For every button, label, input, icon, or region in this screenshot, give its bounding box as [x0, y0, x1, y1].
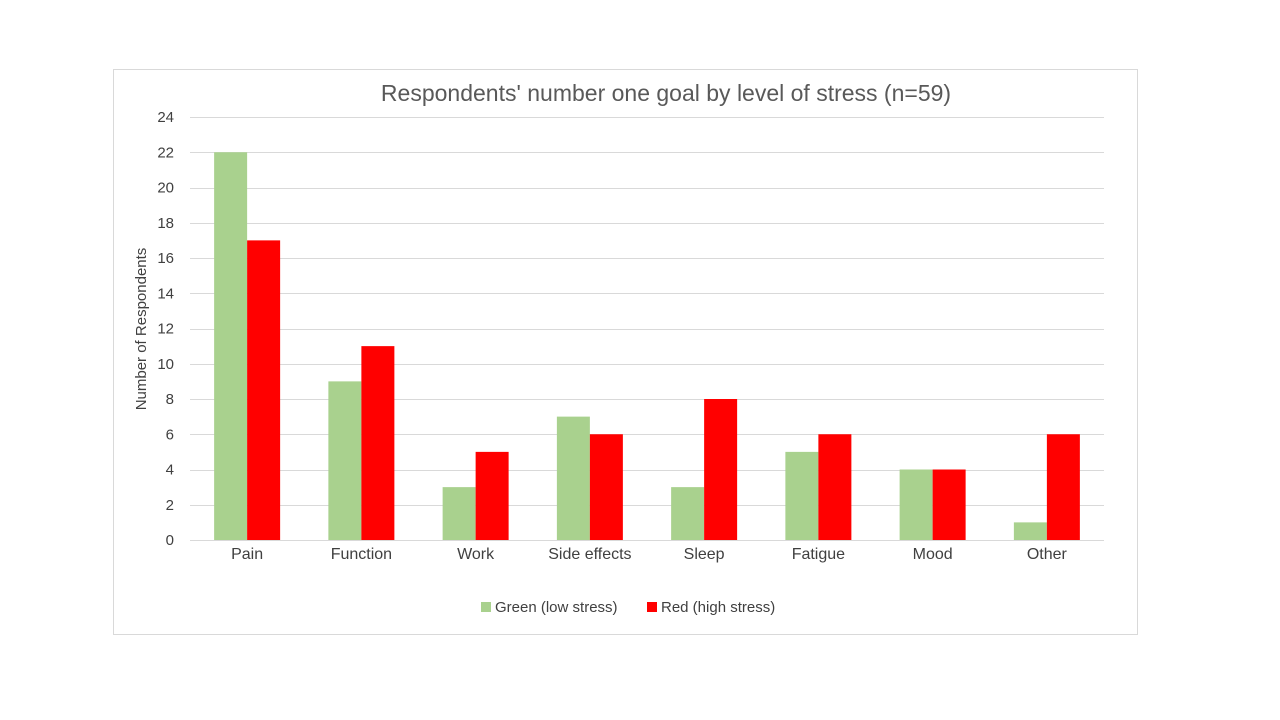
legend-swatch [481, 602, 491, 612]
gridlines [190, 117, 1104, 541]
bar-high-stress-mood [932, 469, 966, 540]
x-category-label: Other [1027, 546, 1068, 563]
legend: Green (low stress) Red (high stress) [481, 599, 775, 616]
x-category-label: Pain [231, 546, 263, 563]
x-category-label: Function [331, 546, 392, 563]
y-tick-label: 6 [166, 426, 174, 443]
x-category-label: Side effects [548, 546, 631, 563]
bar-low-stress-work [442, 487, 476, 540]
bar-low-stress-fatigue [785, 451, 819, 540]
y-tick-label: 16 [157, 250, 174, 267]
bar-low-stress-other [1013, 522, 1047, 540]
bar-low-stress-side-effects [556, 416, 590, 540]
x-category-label: Mood [913, 546, 953, 563]
bar-high-stress-sleep [704, 399, 738, 540]
y-axis-title: Number of Respondents [133, 248, 150, 411]
bar-high-stress-work [475, 451, 509, 540]
y-tick-label: 2 [166, 497, 174, 514]
y-tick-label: 18 [157, 215, 174, 232]
y-tick-label: 24 [157, 109, 174, 126]
chart-title: Respondents' number one goal by level of… [381, 80, 951, 106]
x-category-label: Work [457, 546, 495, 563]
y-tick-label: 10 [157, 356, 174, 373]
bar-high-stress-pain [247, 240, 281, 540]
bar-high-stress-other [1046, 434, 1080, 540]
legend-label: Red (high stress) [661, 599, 775, 616]
legend-label: Green (low stress) [495, 599, 618, 616]
y-tick-label: 4 [166, 462, 174, 479]
x-category-label: Sleep [684, 546, 725, 563]
y-tick-label: 20 [157, 180, 174, 197]
bar-low-stress-function [328, 381, 362, 540]
bars [214, 152, 1080, 540]
bar-low-stress-sleep [671, 487, 705, 540]
bar-high-stress-side-effects [589, 434, 623, 540]
y-tick-label: 22 [157, 144, 174, 161]
x-category-label: Fatigue [792, 546, 845, 563]
bar-high-stress-function [361, 346, 395, 540]
bar-low-stress-pain [214, 152, 248, 540]
y-tick-label: 8 [166, 391, 174, 408]
bar-low-stress-mood [899, 469, 933, 540]
y-tick-label: 14 [157, 285, 174, 302]
y-tick-label: 12 [157, 321, 174, 338]
x-axis-categories: Pain Function Work Side effects Sleep Fatigue… [231, 546, 1067, 563]
y-tick-label: 0 [166, 532, 174, 549]
legend-swatch [647, 602, 657, 612]
bar-high-stress-fatigue [818, 434, 852, 540]
